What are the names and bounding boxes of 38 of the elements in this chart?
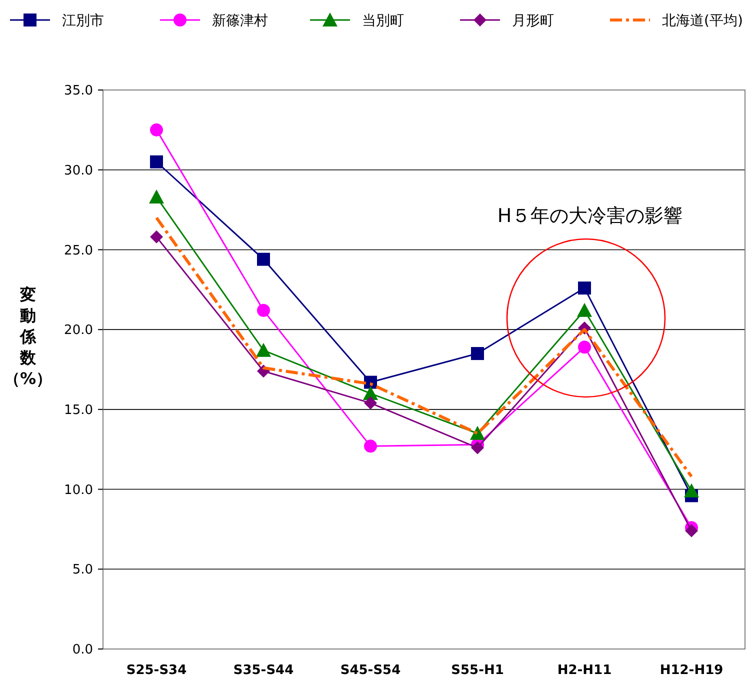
point [364, 440, 377, 453]
y-tick-label: 10.0 [64, 482, 93, 498]
y-tick-label: 30.0 [64, 163, 93, 178]
annotation: H５年の大冷害の影響 [497, 205, 683, 227]
legend-label: 当別町 [362, 12, 404, 29]
legend-label: 北海道(平均) [662, 12, 743, 29]
point [150, 155, 163, 168]
x-tick-label: S25-S34 [126, 663, 187, 678]
point [471, 441, 484, 454]
y-axis-title: 変動係数（%） [4, 285, 52, 388]
y-tick-label: 15.0 [64, 402, 93, 418]
y-tick-label: 20.0 [64, 323, 93, 338]
point [471, 347, 484, 360]
point [150, 230, 163, 244]
point [577, 302, 592, 317]
legend-label: 新篠津村 [212, 12, 268, 29]
y-tick-label: 35.0 [64, 84, 93, 99]
point [257, 252, 270, 266]
y-tick-label: 25.0 [64, 243, 93, 258]
point [257, 304, 270, 317]
y-tick-label: 0.0 [72, 642, 93, 658]
point [578, 282, 591, 295]
point [578, 340, 591, 354]
point [149, 190, 164, 204]
point [150, 123, 163, 136]
legend-label: 江別市 [62, 12, 104, 29]
y-tick-label: 5.0 [72, 562, 93, 578]
x-tick-label: H2-H11 [557, 663, 612, 678]
x-tick-label: S45-S54 [340, 663, 401, 678]
point [684, 483, 699, 498]
point [363, 386, 378, 400]
legend-label: 月形町 [512, 12, 554, 29]
point [364, 396, 377, 410]
x-tick-label: S55-H1 [451, 663, 504, 678]
x-tick-label: H12-H19 [660, 663, 724, 678]
point [256, 342, 271, 357]
point [685, 524, 698, 538]
x-tick-label: S35-S44 [233, 663, 294, 678]
